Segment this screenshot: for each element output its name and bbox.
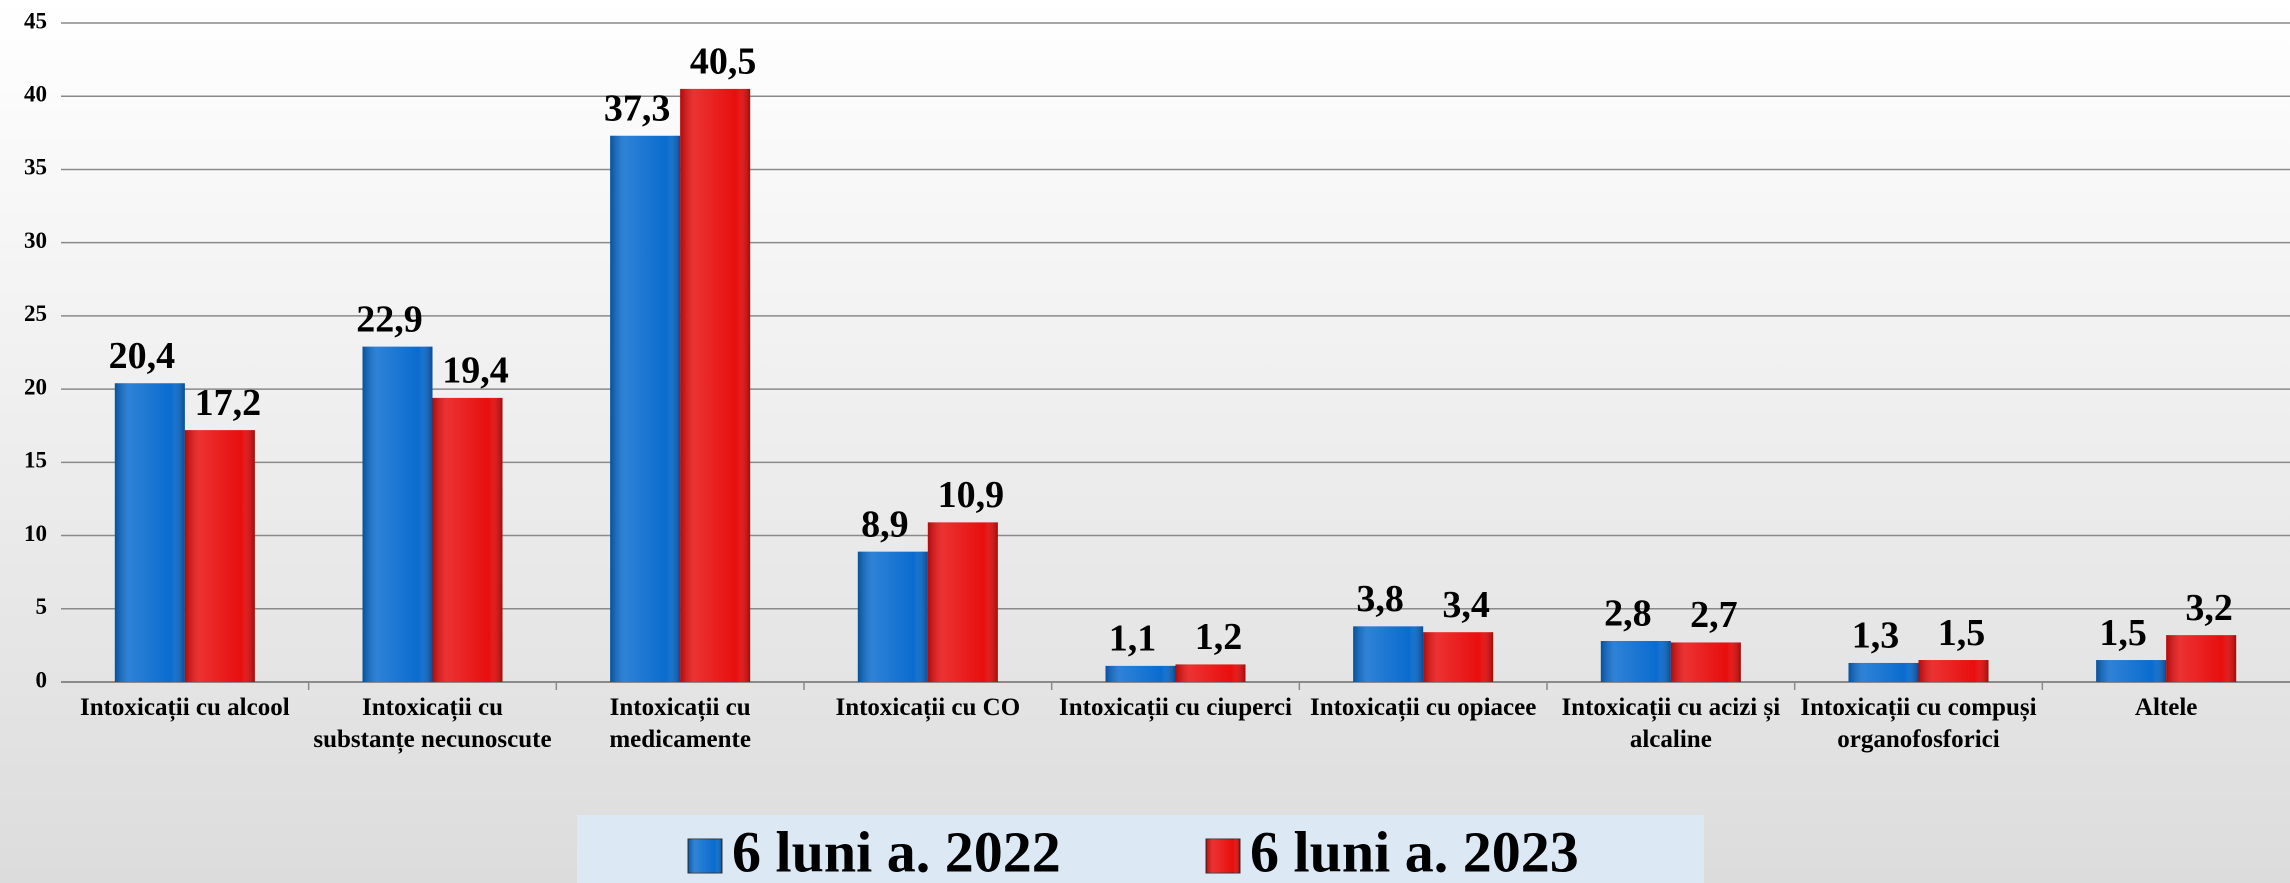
data-label: 1,5 [1938, 612, 1986, 654]
x-tick-label-box: Intoxicații cu acizi și alcaline [1561, 694, 1781, 753]
y-tick-label: 45 [24, 8, 47, 33]
bar-shade [1670, 642, 1741, 682]
bar-shade [680, 88, 751, 682]
x-tick-label: Altele [2134, 694, 2198, 721]
data-label: 2,8 [1604, 593, 1652, 635]
bar-shade [1105, 665, 1176, 682]
x-tick-label-box: Intoxicații cu ciuperci [1059, 694, 1292, 721]
data-label: 3,2 [2185, 587, 2233, 629]
data-label: 10,9 [938, 474, 1005, 516]
bar-shade [1423, 632, 1494, 682]
bar-shade [857, 551, 928, 682]
y-tick-label: 30 [24, 228, 47, 253]
y-tick-label: 20 [24, 374, 47, 399]
data-label: 3,4 [1442, 584, 1490, 626]
x-tick-label-box: Altele [2134, 694, 2198, 721]
bar-shade [1848, 662, 1919, 682]
data-label: 20,4 [109, 335, 176, 377]
bar-shade [1600, 640, 1671, 682]
data-label: 22,9 [356, 298, 423, 340]
y-tick-label: 40 [24, 82, 47, 107]
data-label: 8,9 [861, 503, 909, 545]
bar-shade [610, 135, 681, 683]
data-label: 1,2 [1195, 616, 1243, 658]
y-tick-label: 10 [24, 521, 47, 546]
x-tick-label-box: Intoxicații cu substanțe necunoscute [313, 694, 552, 753]
data-label: 1,5 [2099, 612, 2147, 654]
bar-shade [114, 383, 185, 682]
bar-shade [927, 522, 998, 682]
x-tick-label-box: Intoxicații cu medicamente [609, 694, 751, 753]
x-tick-label-box: Intoxicații cu CO [835, 694, 1021, 721]
y-tick-label: 35 [24, 155, 47, 180]
x-tick-label-box: Intoxicații cu compuși organofosforici [1800, 694, 2037, 753]
bar-shade [2096, 660, 2167, 682]
x-tick-label: Intoxicații cu CO [835, 694, 1021, 721]
data-label: 2,7 [1690, 594, 1738, 636]
legend-label: 6 luni a. 2023 [1250, 819, 1579, 883]
data-label: 3,8 [1356, 578, 1404, 620]
bar-shade [362, 346, 433, 682]
legend-label: 6 luni a. 2022 [732, 819, 1061, 883]
y-tick-label: 25 [24, 301, 47, 326]
data-label: 17,2 [195, 382, 262, 424]
bar-shade [1918, 660, 1989, 682]
x-tick-label: Intoxicații cu alcool [79, 694, 290, 721]
x-tick-label: Intoxicații cu opiacee [1309, 694, 1537, 721]
bar-shade [2166, 635, 2237, 682]
x-tick-label-box: Intoxicații cu alcool [79, 694, 290, 721]
x-tick-label: Intoxicații cu acizi și alcaline [1561, 694, 1781, 753]
legend-box [577, 815, 1704, 883]
bar-shade [432, 397, 503, 682]
legend-swatch-shade [688, 839, 722, 873]
x-tick-label: Intoxicații cu compuși organofosforici [1800, 694, 2037, 753]
x-tick-label: Intoxicații cu medicamente [609, 694, 751, 753]
legend-swatch-shade [1206, 839, 1240, 873]
y-tick-label: 0 [36, 667, 48, 692]
data-label: 1,1 [1109, 618, 1157, 660]
x-tick-label-box: Intoxicații cu opiacee [1309, 694, 1537, 721]
x-tick-label: Intoxicații cu substanțe necunoscute [313, 694, 552, 753]
y-tick-label: 5 [36, 594, 48, 619]
data-label: 37,3 [604, 87, 671, 129]
y-tick-label: 15 [24, 448, 47, 473]
data-label: 19,4 [442, 350, 509, 392]
data-label: 1,3 [1852, 615, 1900, 657]
x-tick-label: Intoxicații cu ciuperci [1059, 694, 1292, 721]
bar-shade [184, 430, 255, 682]
bar-shade [1175, 664, 1246, 682]
bar-shade [1353, 626, 1424, 682]
data-label: 40,5 [690, 41, 757, 83]
